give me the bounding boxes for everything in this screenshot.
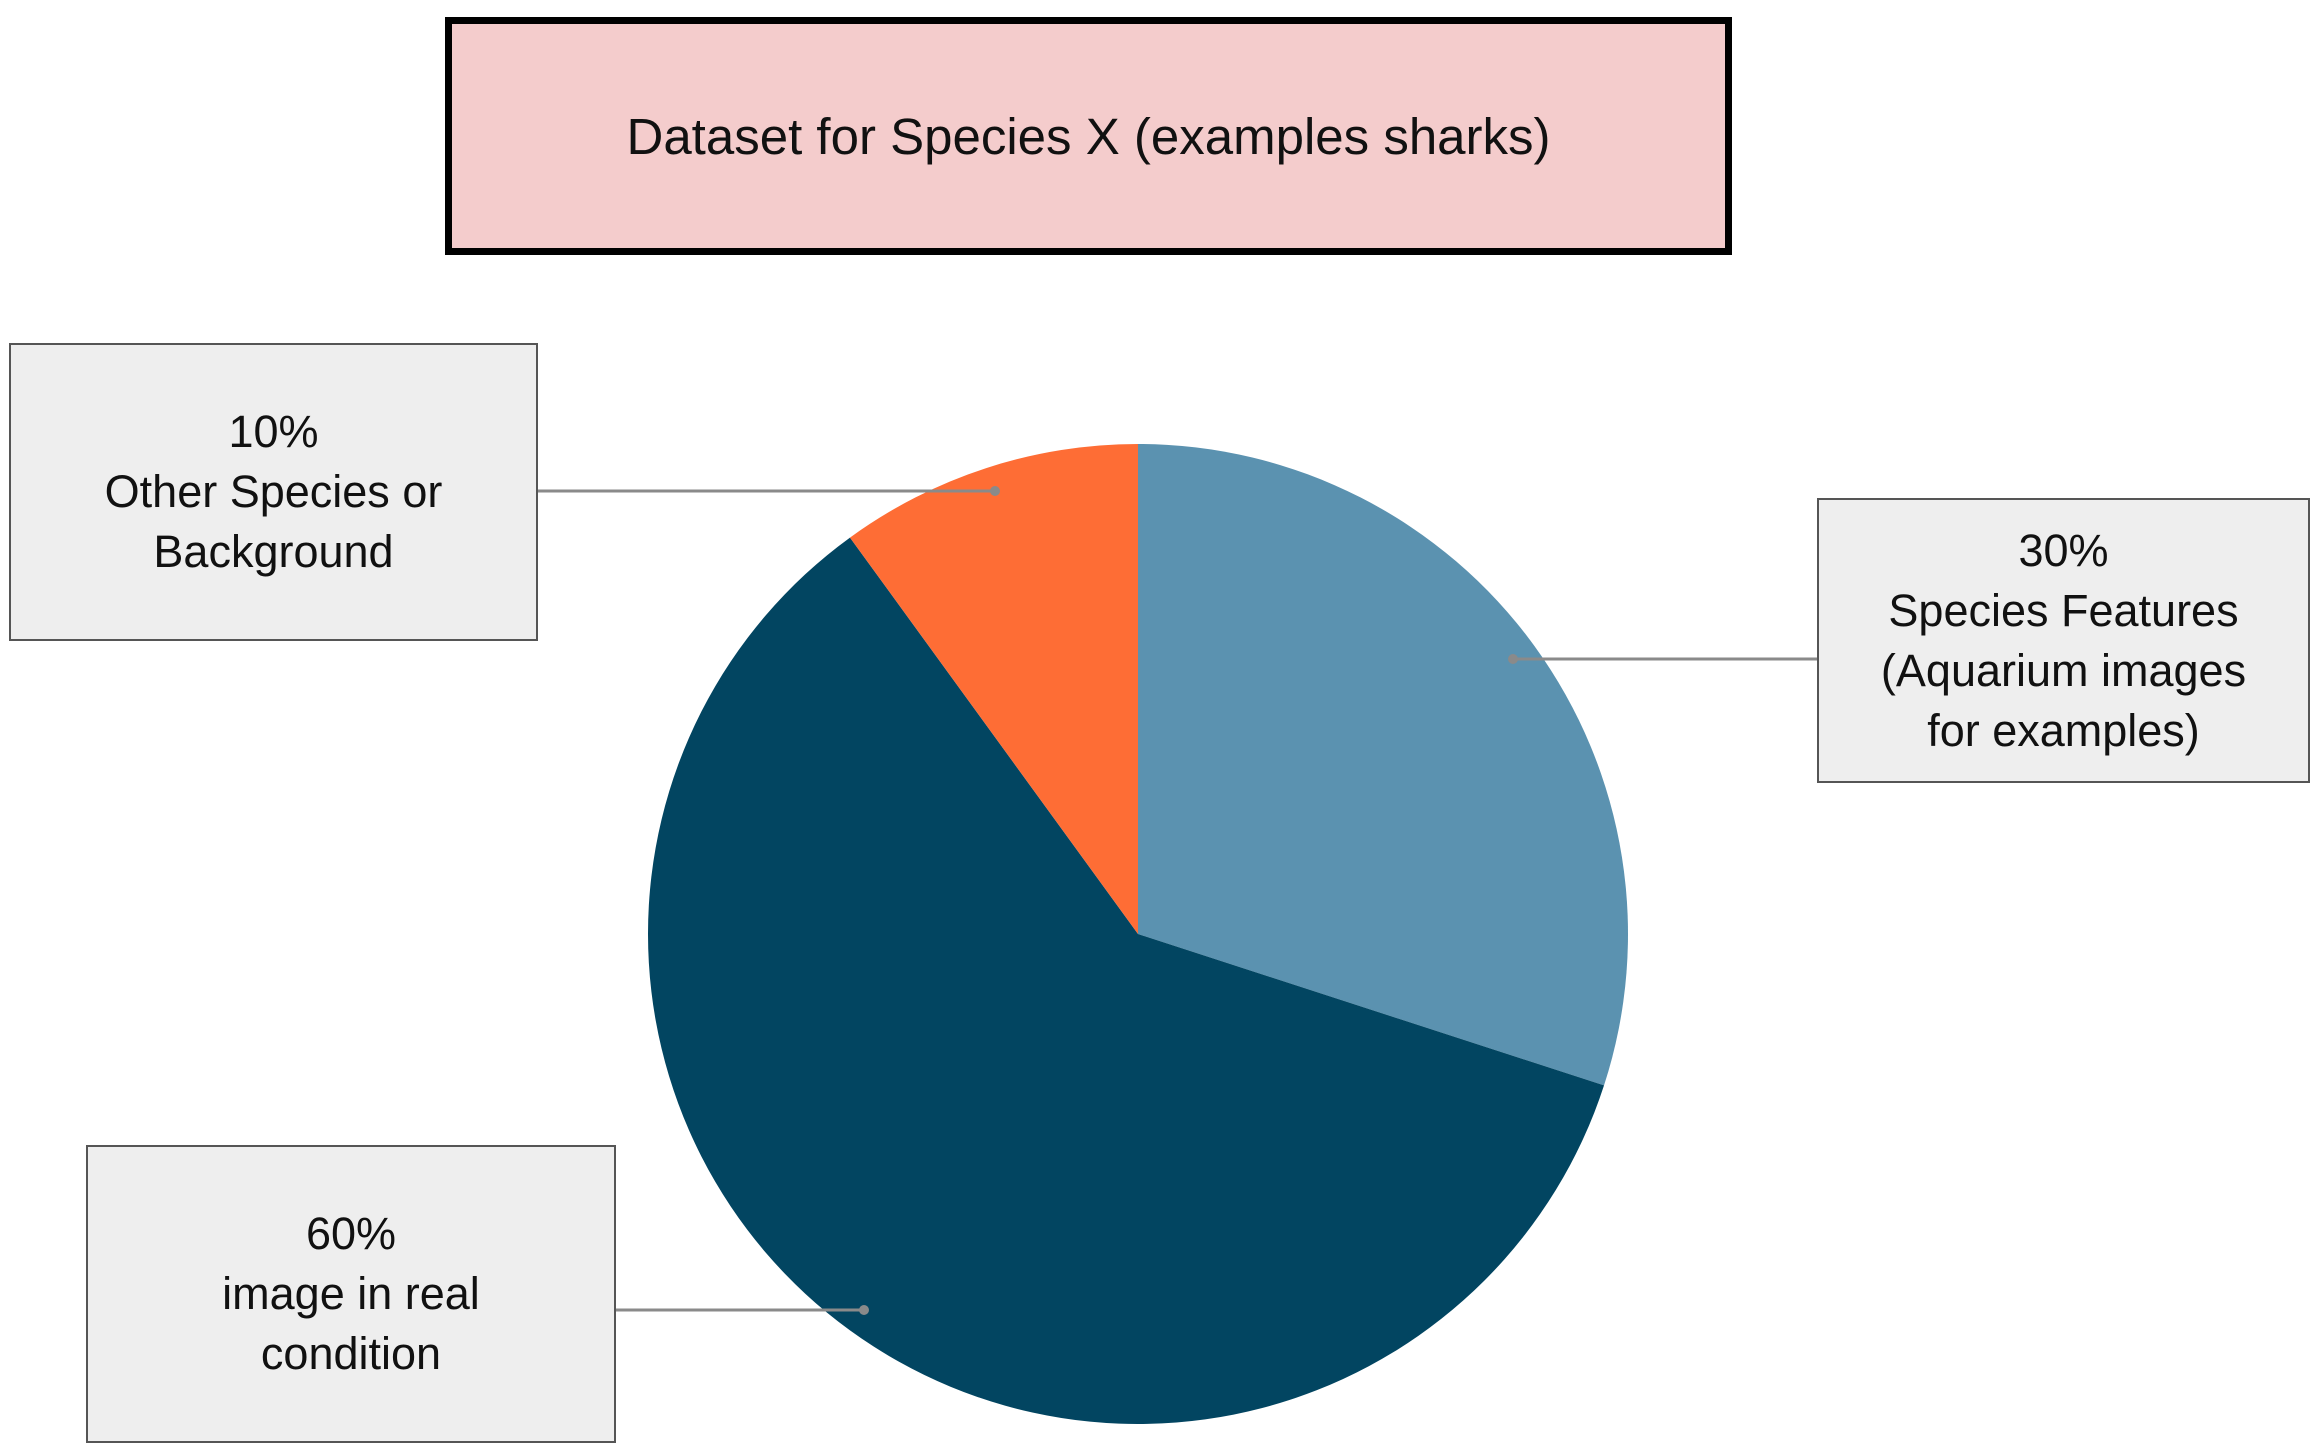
callout-label-line: Species Features bbox=[1888, 584, 2239, 636]
callout-label-line: image in real bbox=[222, 1268, 480, 1319]
chart-title: Dataset for Species X (examples sharks) bbox=[445, 17, 1732, 255]
callout-label-line: Other Species or bbox=[104, 466, 443, 517]
slice-real-condition bbox=[647, 537, 1605, 1425]
callout-percent: 10% bbox=[228, 406, 319, 457]
callout-species-features: 30% Species Features (Aquarium images fo… bbox=[1817, 498, 2310, 783]
leader-dot bbox=[1508, 654, 1518, 664]
callout-label-line: condition bbox=[260, 1328, 442, 1379]
leader-dot bbox=[859, 1305, 869, 1315]
pie-slices bbox=[647, 444, 1628, 1425]
slice-other-species bbox=[849, 444, 1138, 934]
leader-lines bbox=[538, 486, 1817, 1315]
callout-percent: 30% bbox=[2018, 524, 2109, 576]
callout-label-line: Background bbox=[153, 526, 394, 577]
leader-dot bbox=[990, 486, 1000, 496]
callout-label-line: for examples) bbox=[1927, 704, 2200, 756]
callout-real-condition: 60% image in real condition bbox=[86, 1145, 616, 1443]
callout-other-species: 10% Other Species or Background bbox=[9, 343, 538, 641]
callout-percent: 60% bbox=[305, 1208, 397, 1259]
slice-species-features bbox=[1138, 444, 1628, 1086]
callout-label-line: (Aquarium images bbox=[1880, 644, 2247, 696]
